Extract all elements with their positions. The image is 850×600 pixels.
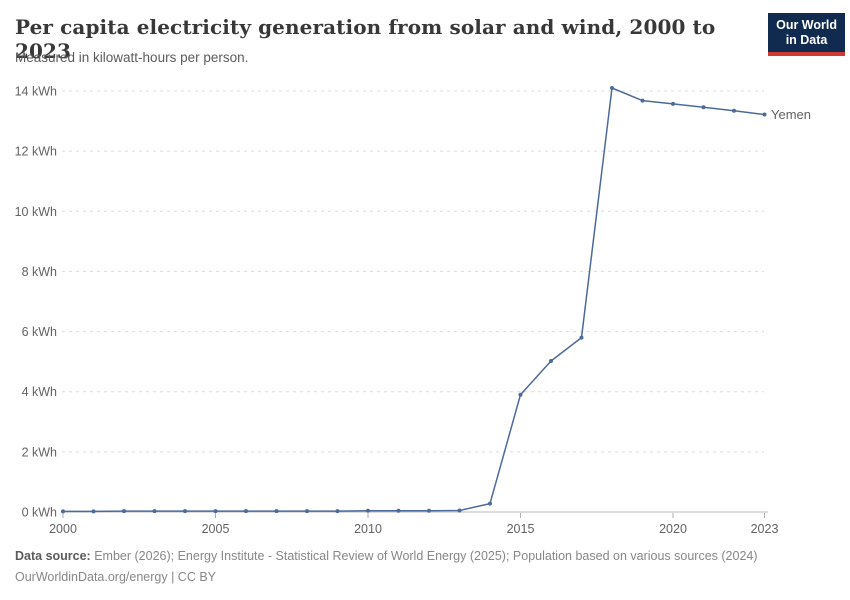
chart-subtitle: Measured in kilowatt-hours per person. bbox=[15, 50, 249, 65]
owid-logo-line2: in Data bbox=[785, 33, 828, 47]
series-point[interactable] bbox=[732, 108, 736, 113]
chart-footer: Data source: Ember (2026); Energy Instit… bbox=[15, 546, 835, 587]
page-title: Per capita electricity generation from s… bbox=[15, 15, 716, 63]
license-line: OurWorldinData.org/energy | CC BY bbox=[15, 569, 217, 584]
series-line[interactable] bbox=[63, 87, 765, 513]
series-point[interactable] bbox=[61, 509, 65, 514]
series-point[interactable] bbox=[640, 98, 645, 103]
y-tick-label: 2 kWh bbox=[22, 445, 57, 459]
x-tick-label: 2010 bbox=[354, 522, 382, 536]
series-point[interactable] bbox=[396, 508, 401, 513]
series-point[interactable] bbox=[671, 101, 675, 106]
series-point[interactable] bbox=[335, 509, 340, 514]
series-point[interactable] bbox=[518, 392, 523, 397]
series-point[interactable] bbox=[305, 509, 309, 514]
series-point[interactable] bbox=[152, 509, 157, 514]
series-point[interactable] bbox=[762, 112, 767, 117]
series-point[interactable] bbox=[457, 508, 462, 513]
series-point[interactable] bbox=[701, 105, 706, 110]
series-point[interactable] bbox=[427, 508, 431, 513]
y-tick-label: 6 kWh bbox=[22, 325, 57, 339]
series-point[interactable] bbox=[183, 509, 187, 514]
x-tick-label: 2020 bbox=[659, 522, 687, 536]
y-tick-label: 10 kWh bbox=[15, 205, 57, 219]
series-point[interactable] bbox=[244, 509, 248, 514]
series-point[interactable] bbox=[274, 509, 279, 514]
y-tick-label: 12 kWh bbox=[15, 145, 57, 159]
y-tick-label: 14 kWh bbox=[15, 85, 57, 99]
owid-logo-line1: Our World bbox=[776, 18, 837, 32]
data-source-line: Data source: Ember (2026); Energy Instit… bbox=[15, 546, 835, 567]
data-source-text: Ember (2026); Energy Institute - Statist… bbox=[94, 549, 758, 563]
series-point[interactable] bbox=[549, 359, 553, 363]
y-tick-label: 8 kWh bbox=[22, 265, 57, 279]
series-point[interactable] bbox=[579, 335, 584, 340]
x-tick-label: 2000 bbox=[49, 522, 77, 536]
series-point[interactable] bbox=[213, 509, 218, 514]
x-tick-label: 2023 bbox=[751, 522, 779, 536]
series-point[interactable] bbox=[122, 509, 126, 514]
y-tick-label: 0 kWh bbox=[22, 506, 57, 520]
series-label[interactable]: Yemen bbox=[771, 107, 811, 122]
owid-logo: Our World in Data bbox=[768, 13, 845, 56]
x-tick-label: 2005 bbox=[202, 522, 230, 536]
data-source-label: Data source: bbox=[15, 549, 91, 563]
series-point[interactable] bbox=[610, 86, 614, 90]
series-point[interactable] bbox=[366, 508, 370, 513]
series-point[interactable] bbox=[488, 501, 492, 506]
series-point[interactable] bbox=[91, 509, 96, 514]
x-tick-label: 2015 bbox=[507, 522, 535, 536]
y-tick-label: 4 kWh bbox=[22, 385, 57, 399]
